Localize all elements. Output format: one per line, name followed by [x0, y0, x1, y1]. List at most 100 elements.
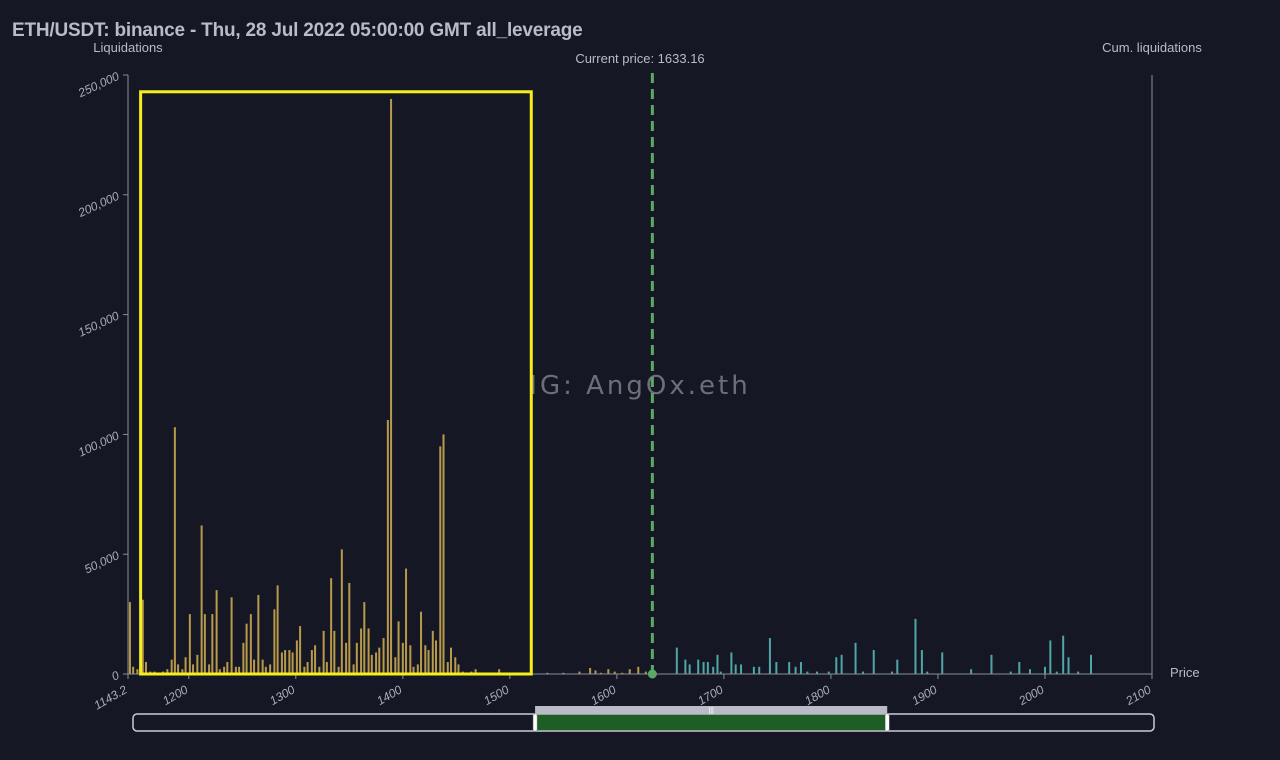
x-tick-label: 1600	[588, 682, 618, 708]
long-liquidation-bar	[141, 599, 144, 674]
long-liquidation-bar	[439, 446, 442, 674]
short-liquidation-bar	[768, 638, 771, 674]
navigator-scrollbar[interactable]	[535, 706, 888, 714]
y-tick-label: 200,000	[75, 189, 121, 221]
current-price-label: Current price: 1633.16	[575, 51, 704, 66]
watermark: IG: AngOx.eth	[529, 371, 750, 401]
x-tick-label: 1800	[802, 682, 832, 708]
long-liquidation-bar	[238, 666, 241, 674]
long-liquidation-bar	[306, 662, 309, 674]
navigator-selection[interactable]	[535, 715, 888, 730]
long-liquidation-bar	[363, 602, 366, 674]
short-liquidation-bar	[702, 662, 705, 674]
short-liquidation-bar	[740, 664, 743, 674]
x-tick-label: 1500	[481, 682, 511, 708]
short-liquidation-bar	[990, 654, 993, 674]
x-tick-label: 1700	[695, 682, 725, 708]
short-liquidation-bar	[688, 664, 691, 674]
long-liquidation-bar	[234, 666, 237, 674]
long-liquidation-bar	[173, 427, 176, 674]
x-axis-label: Price	[1170, 665, 1200, 680]
short-liquidation-bar	[716, 654, 719, 674]
long-liquidation-bar	[128, 602, 131, 674]
x-tick-label: 1200	[160, 682, 190, 708]
long-liquidation-bar	[454, 657, 457, 674]
short-liquidation-bar	[794, 666, 797, 674]
short-liquidation-bar	[840, 654, 843, 674]
long-liquidation-bar	[348, 582, 351, 674]
long-liquidation-bar	[170, 659, 173, 674]
long-liquidation-bar	[360, 628, 363, 674]
long-liquidation-bar	[242, 642, 245, 674]
short-liquidation-bar	[896, 659, 899, 674]
long-liquidation-bar	[211, 614, 214, 674]
long-liquidation-bar	[594, 670, 597, 674]
long-liquidation-bar	[192, 664, 195, 674]
long-liquidation-bar	[397, 621, 400, 674]
long-liquidation-bar	[589, 668, 592, 674]
long-liquidation-bar	[420, 611, 423, 674]
short-liquidation-bar	[1043, 666, 1046, 674]
short-liquidation-bar	[752, 666, 755, 674]
short-liquidation-bar	[712, 666, 715, 674]
x-tick-label: 2000	[1015, 682, 1046, 708]
long-liquidation-bar	[325, 662, 328, 674]
short-liquidation-bar	[730, 652, 733, 674]
long-liquidation-bar	[218, 669, 221, 674]
short-liquidation-bar	[1077, 671, 1080, 674]
short-liquidation-bar	[1018, 662, 1021, 674]
long-liquidation-bar	[390, 98, 393, 674]
short-liquidation-bar	[1067, 657, 1070, 674]
long-liquidation-bar	[613, 671, 616, 674]
short-liquidation-bar	[799, 662, 802, 674]
long-liquidation-bar	[273, 609, 276, 674]
long-liquidation-bar	[310, 650, 313, 674]
long-liquidation-bar	[394, 657, 397, 674]
short-liquidation-bar	[684, 659, 687, 674]
long-liquidation-bar	[226, 662, 229, 674]
short-liquidation-bar	[854, 642, 857, 674]
x-tick-label: 1300	[267, 682, 297, 708]
short-liquidation-bar	[920, 650, 923, 674]
long-liquidation-bar	[352, 664, 355, 674]
short-liquidation-bar	[1028, 669, 1031, 674]
long-liquidation-bar	[295, 640, 298, 674]
current-price-layer	[647, 73, 657, 679]
long-liquidation-bar	[637, 666, 640, 674]
long-liquidation-bar	[280, 652, 283, 674]
long-liquidation-bar	[215, 590, 218, 674]
long-liquidation-bar	[337, 666, 340, 674]
x-tick-label: 1900	[909, 682, 939, 708]
long-liquidation-bar	[345, 642, 348, 674]
long-liquidation-bar	[446, 662, 449, 674]
short-liquidation-bar	[1062, 635, 1065, 674]
long-liquidation-bar	[412, 666, 415, 674]
long-liquidation-bar	[378, 647, 381, 674]
long-liquidation-bar	[333, 630, 336, 674]
current-price-marker	[647, 669, 657, 679]
long-liquidation-bar	[370, 654, 373, 674]
range-navigator[interactable]: |||	[132, 706, 1155, 732]
highlight-box	[139, 90, 533, 676]
long-liquidation-bar	[628, 669, 631, 674]
long-liquidation-bar	[257, 594, 260, 674]
long-liquidation-bar	[405, 568, 408, 674]
navigator-handle[interactable]	[884, 713, 890, 732]
short-liquidation-bar	[862, 671, 865, 674]
long-liquidation-bar	[431, 630, 434, 674]
long-liquidation-bar	[188, 614, 191, 674]
highlight-layer	[139, 90, 533, 676]
navigator-handle[interactable]	[532, 713, 538, 732]
short-liquidation-bar	[1089, 654, 1092, 674]
y-tick-label: 150,000	[76, 308, 122, 339]
long-liquidation-bar	[132, 666, 135, 674]
long-liquidation-bar	[578, 671, 581, 674]
long-liquidation-bar	[416, 664, 419, 674]
long-liquidation-bar	[322, 630, 325, 674]
long-liquidation-bar	[435, 640, 438, 674]
short-liquidation-bar	[719, 671, 722, 674]
short-liquidation-bar	[788, 662, 791, 674]
navigator-grip-icon[interactable]: |||	[708, 708, 714, 715]
long-liquidation-bar	[264, 666, 267, 674]
